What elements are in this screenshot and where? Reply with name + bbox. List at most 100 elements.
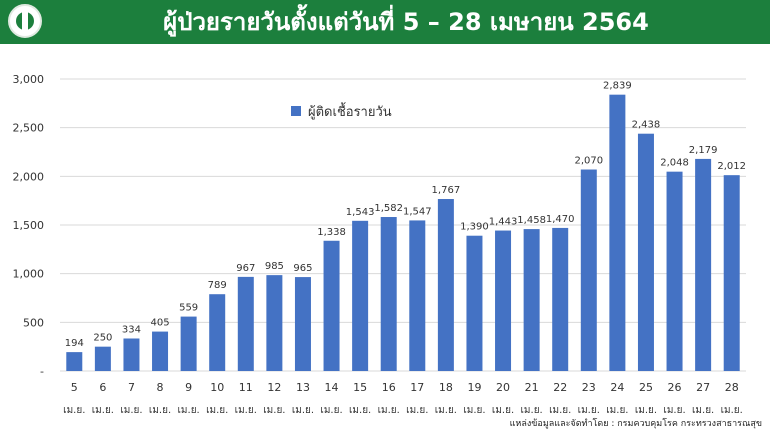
x-tick-label: 5 [71,381,78,394]
x-tick-sublabel: เม.ย. [578,405,600,416]
header-bar: ผู้ป่วยรายวันตั้งแต่วันที่ 5 – 28 เมษายน… [0,0,770,44]
x-tick-label: 11 [239,381,253,394]
y-tick-label: 3,000 [13,73,45,86]
data-label: 1,338 [317,227,346,238]
bar [723,175,740,371]
x-tick-label: 6 [99,381,106,394]
data-label: 1,767 [432,185,461,196]
x-tick-label: 25 [639,381,653,394]
data-label: 250 [93,333,112,344]
data-label: 789 [208,280,227,291]
legend-swatch [291,106,301,116]
data-label: 194 [65,338,84,349]
bar [123,338,140,371]
data-label: 965 [293,263,312,274]
data-label: 1,547 [403,206,432,217]
x-tick-label: 15 [353,381,367,394]
bar [294,277,311,371]
x-tick-sublabel: เม.ย. [178,405,200,416]
bar [209,294,226,371]
data-label: 2,048 [660,158,689,169]
data-label: 2,839 [603,81,632,92]
data-label: 1,458 [517,215,546,226]
x-tick-sublabel: เม.ย. [406,405,428,416]
x-tick-sublabel: เม.ย. [206,405,228,416]
bar [437,199,454,371]
x-tick-label: 9 [185,381,192,394]
x-tick-sublabel: เม.ย. [435,405,457,416]
x-tick-sublabel: เม.ย. [263,405,285,416]
data-label: 559 [179,303,198,314]
x-tick-sublabel: เม.ย. [463,405,485,416]
y-tick-label: - [40,365,44,378]
x-tick-label: 19 [467,381,481,394]
x-tick-sublabel: เม.ย. [120,405,142,416]
bar [409,220,426,371]
bar [523,229,540,371]
page-title: ผู้ป่วยรายวันตั้งแต่วันที่ 5 – 28 เมษายน… [163,8,649,36]
bar [695,158,712,371]
x-tick-sublabel: เม.ย. [378,405,400,416]
x-tick-sublabel: เม.ย. [692,405,714,416]
x-tick-label: 20 [496,381,510,394]
x-tick-label: 21 [525,381,539,394]
x-tick-sublabel: เม.ย. [549,405,571,416]
x-tick-sublabel: เม.ย. [92,405,114,416]
bar [466,235,483,371]
x-tick-label: 28 [725,381,739,394]
y-tick-label: 2,000 [13,170,45,183]
bar [609,94,626,372]
x-tick-label: 12 [267,381,281,394]
bar [94,346,111,371]
x-tick-label: 7 [128,381,135,394]
y-tick-label: 1,000 [13,268,45,281]
data-label: 1,390 [460,222,489,233]
x-tick-label: 26 [668,381,682,394]
x-tick-label: 8 [157,381,164,394]
x-tick-label: 16 [382,381,396,394]
data-label: 334 [122,324,141,335]
bar [323,240,340,371]
y-tick-label: 2,500 [13,122,45,135]
bar [552,227,569,371]
y-tick-label: 500 [23,316,44,329]
y-tick-label: 1,500 [13,219,45,232]
data-label: 967 [236,263,255,274]
data-label: 1,543 [346,207,375,218]
data-label: 1,443 [489,217,518,228]
data-label: 2,012 [717,161,746,172]
x-tick-label: 14 [325,381,339,394]
x-tick-label: 27 [696,381,710,394]
x-tick-sublabel: เม.ย. [635,405,657,416]
x-tick-sublabel: เม.ย. [320,405,342,416]
bar [495,230,512,371]
x-tick-label: 23 [582,381,596,394]
bar [266,275,283,371]
ministry-logo-icon [8,4,42,38]
bar [352,220,369,371]
bar [152,331,169,371]
data-label: 2,438 [632,120,661,131]
bar [66,352,83,371]
bar [237,276,254,371]
x-tick-label: 17 [410,381,424,394]
data-label: 1,582 [374,203,403,214]
x-tick-label: 10 [210,381,224,394]
x-tick-sublabel: เม.ย. [721,405,743,416]
data-label: 985 [265,261,284,272]
bar [380,217,397,371]
x-tick-sublabel: เม.ย. [521,405,543,416]
logo-mark [22,12,28,30]
x-tick-sublabel: เม.ย. [235,405,257,416]
data-label: 2,070 [574,156,603,167]
bar [580,169,597,371]
x-tick-sublabel: เม.ย. [492,405,514,416]
source-note: แหล่งข้อมูลและจัดทำโดย : กรมควบคุมโรค กร… [509,419,762,429]
x-tick-sublabel: เม.ย. [149,405,171,416]
x-tick-label: 18 [439,381,453,394]
x-tick-sublabel: เม.ย. [349,405,371,416]
x-tick-label: 13 [296,381,310,394]
x-tick-sublabel: เม.ย. [606,405,628,416]
x-tick-label: 22 [553,381,567,394]
bar [666,171,683,371]
